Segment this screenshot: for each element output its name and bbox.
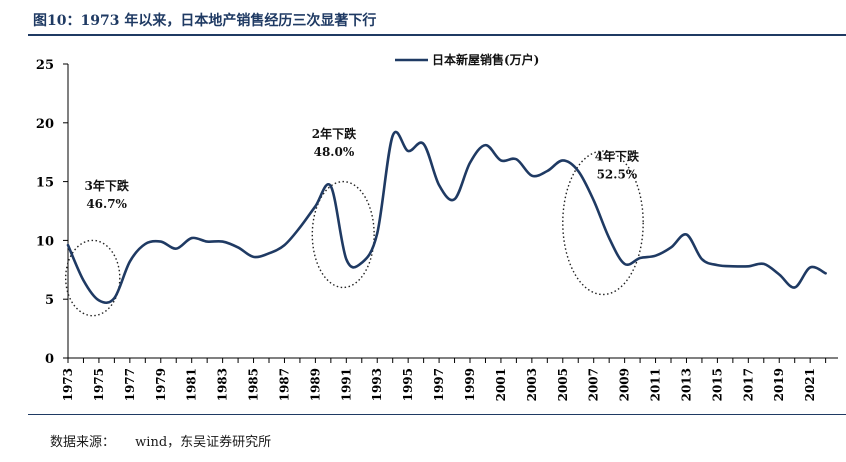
x-ticks: 1973 1975 1977 1979 1981 1983 1985 1987 1989 1991… <box>61 358 827 401</box>
series-line <box>66 130 827 305</box>
x-tick-label: 2021 <box>803 368 817 401</box>
x-tick-label: 2009 <box>618 368 632 401</box>
x-tick-label: 2013 <box>679 368 693 401</box>
x-tick-label: 1989 <box>308 368 322 401</box>
title-rule <box>28 34 846 36</box>
x-tick-label: 2019 <box>772 368 786 401</box>
x-tick-label: 2007 <box>587 368 601 401</box>
x-tick-label: 2003 <box>525 368 539 401</box>
annotation-ellipse <box>64 239 121 317</box>
x-tick-label: 1985 <box>247 368 261 401</box>
footer-rule <box>28 414 846 415</box>
legend: 日本新屋销售(万户) <box>395 52 539 67</box>
x-tick-label: 2011 <box>649 368 663 401</box>
y-tick-label: 10 <box>36 234 54 249</box>
x-tick-label: 1993 <box>370 368 384 401</box>
x-tick-label: 1981 <box>185 368 199 401</box>
series-lines <box>66 130 827 305</box>
annotation-ellipse <box>311 180 375 289</box>
annotation-labels: 3年下跌 46.7% 2年下跌 48.0% 4年下跌 52.5% <box>84 126 640 211</box>
source-label: 数据来源： <box>50 435 116 450</box>
annotation-value: 48.0% <box>314 145 355 159</box>
annotation-ellipse <box>562 150 644 296</box>
x-tick-label: 2005 <box>556 368 570 401</box>
source-value: wind，东吴证券研究所 <box>135 435 272 450</box>
x-tick-label: 1999 <box>463 368 477 401</box>
annotation-value: 46.7% <box>86 197 127 211</box>
x-tick-label: 1987 <box>277 368 291 401</box>
x-tick-label: 1991 <box>339 368 353 401</box>
y-tick-label: 25 <box>36 58 54 73</box>
x-tick-label: 1997 <box>432 368 446 401</box>
x-tick-label: 1983 <box>216 368 230 401</box>
x-tick-label: 1973 <box>61 368 75 401</box>
x-tick-label: 2001 <box>494 368 508 401</box>
axes <box>67 64 838 359</box>
y-tick-label: 5 <box>45 293 54 308</box>
y-tick-label: 20 <box>36 117 54 132</box>
figure-title: 图10：1973 年以来，日本地产销售经历三次显著下行 <box>33 13 377 29</box>
y-ticks: 0 5 10 15 20 25 <box>36 58 68 367</box>
annotation-label: 2年下跌 <box>312 126 357 141</box>
annotation-label: 3年下跌 <box>84 178 129 193</box>
annotation-value: 52.5% <box>597 167 638 181</box>
y-tick-label: 15 <box>36 176 54 191</box>
source-note: 数据来源： wind，东吴证券研究所 <box>50 431 271 450</box>
annotation-ellipses <box>64 150 644 317</box>
x-tick-label: 1979 <box>154 368 168 401</box>
legend-label: 日本新屋销售(万户) <box>432 52 539 67</box>
x-tick-label: 2017 <box>741 368 755 401</box>
x-tick-label: 1977 <box>123 368 137 401</box>
annotation-label: 4年下跌 <box>595 148 640 163</box>
x-tick-label: 2015 <box>710 368 724 401</box>
y-tick-label: 0 <box>45 352 54 367</box>
x-tick-label: 1975 <box>92 368 106 401</box>
x-tick-label: 1995 <box>401 368 415 401</box>
